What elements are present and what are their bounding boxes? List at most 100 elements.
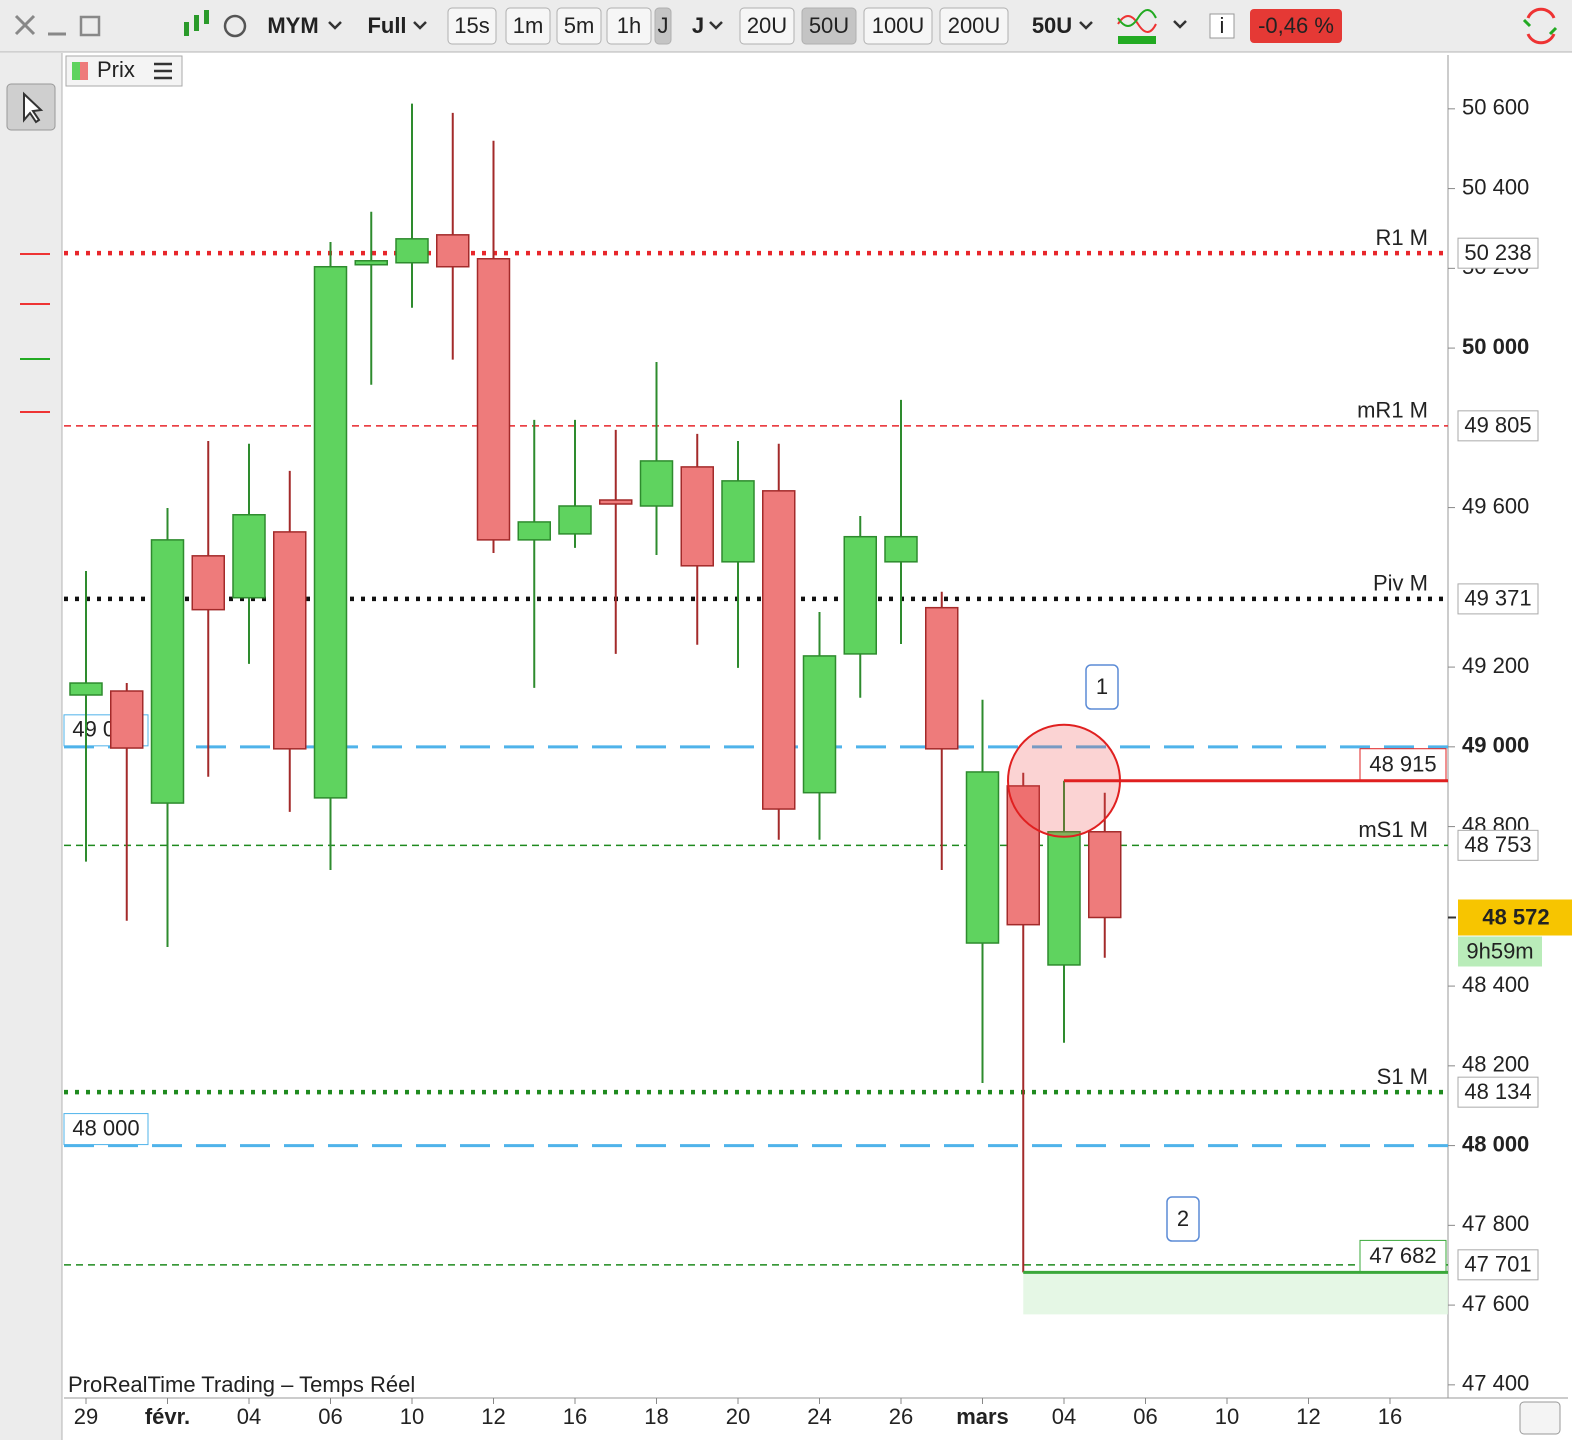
- x-tick-label: 20: [726, 1404, 750, 1429]
- legend-swatch: [80, 62, 88, 80]
- chart-type-icon[interactable]: [184, 10, 209, 36]
- legend-menu[interactable]: [154, 62, 172, 80]
- toolbar-button[interactable]: [556, 7, 602, 45]
- change-badge: [1250, 9, 1342, 43]
- x-tick-label: 12: [481, 1404, 505, 1429]
- segment-tag-label: 47 682: [1369, 1243, 1436, 1268]
- y-tick-label: 48 200: [1462, 1052, 1529, 1077]
- dropdown-icon: [709, 21, 723, 30]
- y-tick-label: 50 400: [1462, 174, 1529, 199]
- legend-label: Prix: [97, 57, 135, 82]
- y-tick-label: 47 400: [1462, 1371, 1529, 1396]
- level-name: mR1 M: [1357, 398, 1428, 423]
- toolbar-button[interactable]: [447, 7, 497, 45]
- x-tick-label: 16: [1378, 1404, 1402, 1429]
- x-tick-label: mars: [956, 1404, 1009, 1429]
- level-name: S1 M: [1377, 1064, 1428, 1089]
- candle-body: [721, 480, 755, 563]
- maximize-icon[interactable]: [79, 15, 101, 37]
- candle-body: [273, 531, 307, 750]
- toolbar-label: 50U: [1032, 13, 1072, 38]
- scale-button[interactable]: [1519, 1401, 1561, 1435]
- candle-body: [925, 606, 959, 750]
- y-tick-label: 47 600: [1462, 1291, 1529, 1316]
- candle-body: [762, 490, 796, 810]
- annotation: 2: [1177, 1206, 1189, 1231]
- plot-area: [64, 55, 1448, 1398]
- candle-body: [843, 535, 877, 655]
- toolbar-button[interactable]: [863, 7, 933, 45]
- segment-tag-label: 48 915: [1369, 752, 1436, 777]
- toolbar-button[interactable]: [606, 7, 652, 45]
- x-tick-label: 12: [1296, 1404, 1320, 1429]
- info-icon[interactable]: [1209, 13, 1235, 39]
- x-tick-label: févr.: [145, 1404, 190, 1429]
- y-tick-label: 47 800: [1462, 1211, 1529, 1236]
- toolbar-button[interactable]: [505, 7, 551, 45]
- x-tick-label: 06: [1133, 1404, 1157, 1429]
- y-tick-label: 49 600: [1462, 493, 1529, 518]
- toolbar-label: MYM: [267, 13, 318, 38]
- toolbar-button[interactable]: [739, 7, 795, 45]
- x-tick-label: 06: [318, 1404, 342, 1429]
- level-tag: [1457, 583, 1539, 615]
- dropdown-icon: [413, 21, 427, 30]
- candle-body: [1006, 785, 1040, 926]
- dropdown-icon[interactable]: [1173, 20, 1187, 29]
- level-tag-label: 47 701: [1464, 1252, 1531, 1277]
- link-icon[interactable]: [223, 14, 247, 38]
- candle-body: [395, 238, 429, 264]
- level-tag: [1457, 237, 1539, 269]
- y-tick-label: 50 000: [1462, 334, 1529, 359]
- indicator-icon[interactable]: [1117, 9, 1157, 44]
- last-price-label: 48 572: [1482, 904, 1549, 929]
- level-tag: [1457, 1249, 1539, 1281]
- dropdown-icon: [328, 21, 342, 30]
- level-name: mS1 M: [1358, 817, 1428, 842]
- candle-body: [680, 466, 714, 567]
- x-tick-label: 24: [807, 1404, 831, 1429]
- refresh-icon[interactable]: [1526, 7, 1556, 45]
- timer-label: 9h59m: [1466, 938, 1533, 963]
- target-zone: [1023, 1272, 1448, 1315]
- level-tag-label: 49 371: [1464, 586, 1531, 611]
- y-tick-label: 50 600: [1462, 95, 1529, 120]
- level-tag: [1457, 829, 1539, 861]
- candle-body: [476, 258, 511, 541]
- y-tick-label: 48 000: [1462, 1131, 1529, 1156]
- candle-body: [1088, 831, 1122, 919]
- toolbar-label: 50U: [809, 13, 849, 38]
- candle-body: [599, 499, 633, 505]
- segment-tag: [1359, 748, 1447, 781]
- close-icon[interactable]: [14, 14, 36, 36]
- last-price-tag: [1458, 899, 1572, 936]
- timer-tag: [1458, 936, 1542, 967]
- toolbar-label: 1m: [513, 13, 544, 38]
- level-tag-label: 50 238: [1464, 240, 1531, 265]
- candle-body: [965, 771, 1000, 944]
- dropdown-icon: [1079, 21, 1093, 30]
- candle-body: [150, 539, 185, 804]
- toolbar-label: J: [692, 13, 704, 38]
- info-glyph: i: [1220, 13, 1225, 38]
- toolbar-label: 1h: [617, 13, 641, 38]
- annotation: 1: [1096, 674, 1108, 699]
- candle-body: [1047, 831, 1081, 966]
- pointer-icon: [23, 91, 44, 124]
- segment-tag: [1359, 1239, 1447, 1272]
- candle-body: [884, 535, 918, 563]
- level-tag-label: 48 000: [72, 1115, 139, 1140]
- candle-body: [517, 521, 551, 541]
- annotation-box[interactable]: [1166, 1196, 1200, 1242]
- toolbar-button[interactable]: [801, 7, 857, 45]
- candle-body: [110, 690, 144, 749]
- candle-body: [802, 655, 837, 794]
- level-tag-label: 48 134: [1464, 1079, 1531, 1104]
- toolbar-button[interactable]: [654, 7, 672, 45]
- toolbar-button[interactable]: [939, 7, 1009, 45]
- candle-body: [69, 682, 103, 696]
- annotation-box[interactable]: [1085, 664, 1119, 710]
- footer: ProRealTime Trading – Temps Réel: [68, 1372, 415, 1397]
- candle-body: [639, 460, 674, 507]
- x-tick-label: 04: [1052, 1404, 1076, 1429]
